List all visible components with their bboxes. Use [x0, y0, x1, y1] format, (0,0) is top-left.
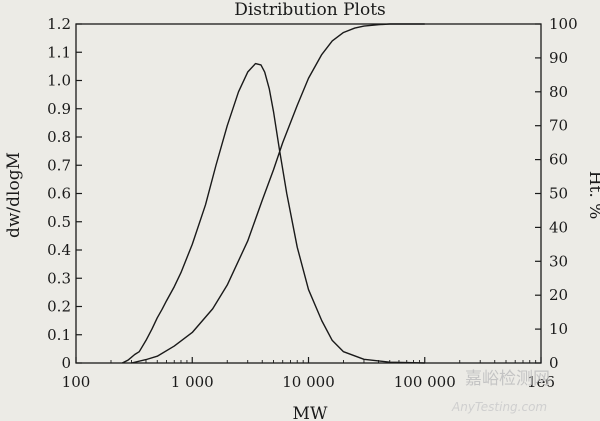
- watermark-en: AnyTesting.com: [451, 400, 547, 414]
- y-right-tick-label: 20: [549, 286, 568, 304]
- y-axis-left-title: dw/dlogM: [4, 152, 24, 238]
- y-right-tick-label: 40: [549, 218, 568, 236]
- y-left-tick-label: 0.3: [47, 269, 71, 287]
- y-right-tick-label: 70: [549, 117, 568, 135]
- axes-layer: 100 1 000 10 000 100 000 1e600.10.20.30.40.5…: [47, 15, 578, 391]
- y-left-tick-label: 0.6: [47, 185, 71, 203]
- y-left-tick-label: 1.0: [47, 72, 71, 90]
- y-right-tick-label: 80: [549, 83, 568, 101]
- y-left-tick-label: 0.9: [47, 100, 71, 118]
- y-right-tick-label: 90: [549, 49, 568, 67]
- y-left-tick-label: 1.2: [47, 15, 71, 33]
- y-left-tick-label: 0.4: [47, 241, 71, 259]
- y-right-tick-label: 10: [549, 320, 568, 338]
- x-tick-label: 1 000: [171, 373, 214, 391]
- x-axis-title: MW: [293, 404, 328, 421]
- y-right-tick-label: 0: [549, 354, 559, 372]
- x-tick-label: 1e6: [527, 373, 555, 391]
- y-axis-right-title: Ht. %: [585, 171, 600, 220]
- y-left-tick-label: 0: [61, 354, 71, 372]
- y-right-tick-label: 60: [549, 151, 568, 169]
- x-tick-label: 10 000: [282, 373, 335, 391]
- plot-frame: [75, 23, 542, 364]
- y-left-tick-label: 1.1: [47, 43, 71, 61]
- x-tick-label: 100: [62, 373, 91, 391]
- dw-dlogm-curve: [121, 62, 425, 364]
- y-right-tick-label: 100: [549, 15, 578, 33]
- y-left-tick-label: 0.7: [47, 156, 71, 174]
- y-right-tick-label: 30: [549, 252, 568, 270]
- cumulative-ht-curve: [131, 23, 425, 364]
- chart-title: Distribution Plots: [234, 0, 386, 20]
- y-left-tick-label: 0.5: [47, 213, 71, 231]
- x-tick-label: 100 000: [394, 373, 456, 391]
- series-layer: [121, 23, 425, 364]
- y-left-tick-label: 0.1: [47, 326, 71, 344]
- y-left-tick-label: 0.8: [47, 128, 71, 146]
- y-left-tick-label: 0.2: [47, 298, 71, 316]
- watermark-cn: 嘉峪检测网: [465, 369, 550, 389]
- y-right-tick-label: 50: [549, 185, 568, 203]
